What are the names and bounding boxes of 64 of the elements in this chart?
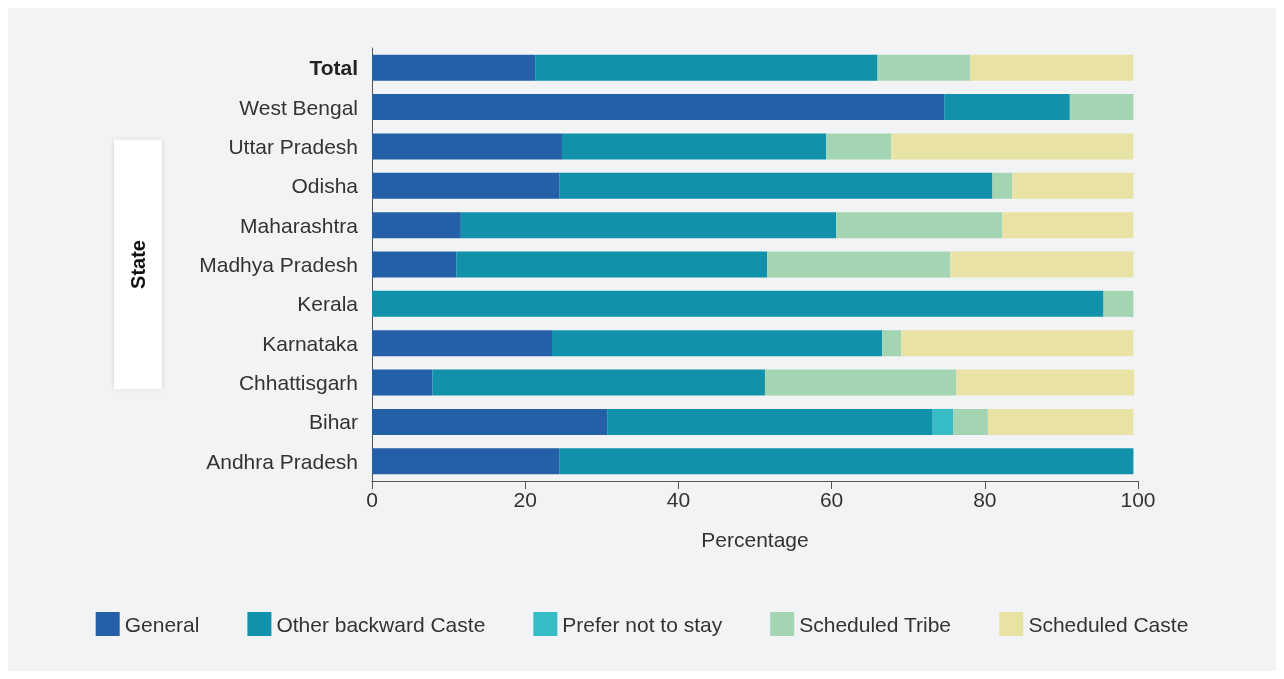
bar <box>1002 212 1134 239</box>
y-axis-title: State <box>127 240 149 289</box>
bar <box>372 251 457 278</box>
bar <box>992 172 1013 199</box>
bar <box>372 330 553 357</box>
bar <box>535 54 878 81</box>
bar <box>1012 172 1134 199</box>
bar <box>372 94 945 121</box>
x-tick-label: 100 <box>1120 488 1156 511</box>
bar <box>882 330 902 357</box>
bar <box>836 212 1003 239</box>
bar <box>552 330 883 357</box>
bar <box>372 290 1104 317</box>
y-tick-label: Maharashtra <box>240 213 359 237</box>
bar <box>877 54 971 81</box>
y-tick-label: Karnataka <box>262 331 359 355</box>
y-tick-label: Uttar Pradesh <box>228 134 358 158</box>
y-tick-label: Odisha <box>291 174 359 198</box>
y-tick-label: Total <box>309 56 358 80</box>
bar <box>891 133 1134 160</box>
x-tick-label: 20 <box>513 488 537 511</box>
x-tick-label: 60 <box>819 488 844 511</box>
legend-label: General <box>124 612 200 636</box>
bar <box>456 251 768 278</box>
y-tick-label: Kerala <box>297 292 359 316</box>
legend-label: Other backward Caste <box>276 612 486 636</box>
y-tick-label: Madhya Pradesh <box>199 253 358 276</box>
bar <box>372 133 562 160</box>
x-axis-title: Percentage <box>701 528 809 551</box>
bar <box>559 448 1134 475</box>
bar <box>826 133 892 160</box>
bar <box>901 330 1134 357</box>
x-tick-label: 80 <box>973 488 997 511</box>
y-tick-label: Chhattisgarh <box>238 371 358 395</box>
bar <box>372 369 433 396</box>
legend-label: Scheduled Tribe <box>799 612 952 636</box>
bar <box>432 369 765 396</box>
bar <box>767 251 951 278</box>
legend-label: Scheduled Caste <box>1028 612 1189 636</box>
bar <box>559 172 993 199</box>
bar <box>950 251 1134 278</box>
bar <box>372 212 461 239</box>
bar <box>372 408 608 435</box>
legend-label: Prefer not to stay <box>562 612 723 636</box>
y-tick-label: Bihar <box>308 410 358 434</box>
x-tick-label: 40 <box>666 488 691 511</box>
bar <box>970 54 1134 81</box>
bar <box>987 408 1134 435</box>
bar <box>953 408 988 435</box>
bar <box>372 448 560 475</box>
bar <box>764 369 957 396</box>
y-tick-label: West Bengal <box>239 95 358 119</box>
y-tick-label: Andhra Pradesh <box>206 449 358 473</box>
bar <box>1069 94 1134 121</box>
bar <box>460 212 837 239</box>
bar <box>944 94 1070 121</box>
bar <box>956 369 1135 396</box>
bar <box>932 408 954 435</box>
x-tick-label: 0 <box>366 488 378 511</box>
bar <box>561 133 827 160</box>
bar <box>372 54 536 81</box>
bar <box>1103 290 1134 317</box>
bar <box>607 408 933 435</box>
bar <box>372 172 560 199</box>
